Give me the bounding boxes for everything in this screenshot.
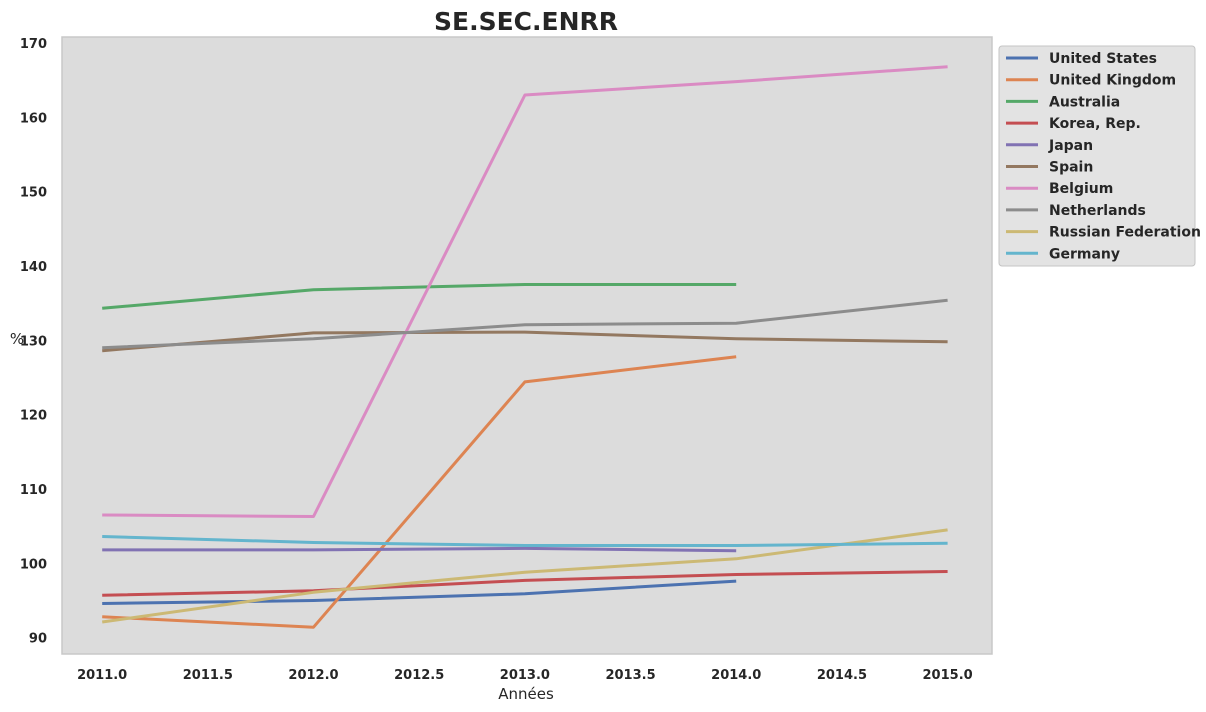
legend-items: United States United Kingdom Australia Kore… — [1006, 51, 1201, 262]
x-tick-label: 2015.0 — [923, 668, 973, 683]
y-tick-label: 90 — [29, 632, 47, 647]
legend-label-united-states: United States — [1049, 51, 1157, 67]
legend-label-japan: Japan — [1048, 138, 1093, 154]
x-axis-ticks: 2011.0 2011.5 2012.0 2012.5 2013.0 2013.5 2014… — [77, 668, 973, 683]
y-tick-label: 110 — [20, 483, 47, 498]
x-tick-label: 2011.5 — [183, 668, 233, 683]
y-axis-title: % — [10, 330, 24, 348]
x-tick-label: 2013.5 — [605, 668, 655, 683]
y-axis-ticks: 90 100 110 120 130 140 150 160 170 — [20, 37, 47, 647]
legend-label-korea-rep: Korea, Rep. — [1049, 116, 1141, 132]
x-axis-title: Années — [498, 685, 554, 703]
legend-label-netherlands: Netherlands — [1049, 203, 1146, 219]
series-line-united-states — [102, 579, 737, 605]
legend-label-germany: Germany — [1049, 246, 1120, 262]
series-line-russian-federation — [101, 528, 948, 624]
series-line-netherlands — [102, 298, 948, 350]
chart-title: SE.SEC.ENRR — [434, 7, 618, 36]
x-tick-label: 2012.0 — [288, 668, 338, 683]
series-line-australia — [102, 283, 737, 310]
y-tick-label: 150 — [20, 186, 47, 201]
legend-label-belgium: Belgium — [1049, 181, 1113, 197]
series-line-korea-rep — [102, 570, 948, 597]
legend-label-united-kingdom: United Kingdom — [1049, 73, 1176, 89]
series-line-spain — [102, 330, 948, 353]
series-line-belgium — [102, 65, 948, 518]
y-tick-label: 100 — [20, 557, 47, 572]
legend-label-spain: Spain — [1049, 160, 1093, 176]
series-line-germany — [102, 535, 948, 547]
x-tick-label: 2012.5 — [394, 668, 444, 683]
x-tick-label: 2014.0 — [711, 668, 761, 683]
plot-area — [61, 36, 993, 655]
legend: United States United Kingdom Australia Kore… — [998, 45, 1201, 267]
y-tick-label: 120 — [20, 409, 47, 424]
x-tick-label: 2011.0 — [77, 668, 127, 683]
series-lines — [101, 65, 948, 629]
series-line-japan — [102, 546, 737, 553]
y-tick-label: 160 — [20, 111, 47, 126]
legend-box — [998, 45, 1196, 267]
x-tick-label: 2014.5 — [817, 668, 867, 683]
legend-label-australia: Australia — [1049, 94, 1120, 110]
y-tick-label: 130 — [20, 334, 47, 349]
legend-label-russian-federation: Russian Federation — [1049, 225, 1201, 241]
y-tick-label: 140 — [20, 260, 47, 275]
x-tick-label: 2013.0 — [500, 668, 550, 683]
y-tick-label: 170 — [20, 37, 47, 52]
series-line-united-kingdom — [102, 355, 737, 629]
